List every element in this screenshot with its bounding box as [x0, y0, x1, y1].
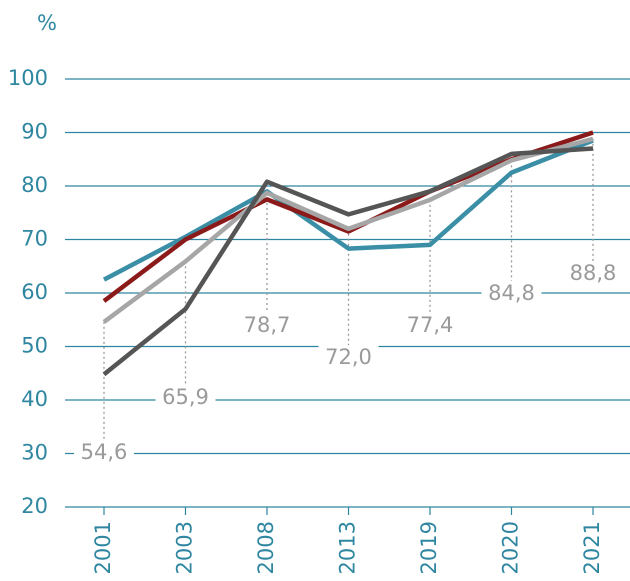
y-tick-label: 90 [21, 120, 48, 144]
y-tick-label: 40 [21, 387, 48, 411]
label-bg [481, 281, 542, 305]
label-bg [155, 385, 216, 409]
x-tick-label: 2013 [336, 521, 360, 574]
y-tick-label: 30 [21, 441, 48, 465]
y-tick-label: 50 [21, 334, 48, 358]
label-bg [400, 313, 460, 337]
label-bg [563, 261, 623, 285]
y-tick-label: 60 [21, 280, 48, 304]
y-tick-label: 80 [21, 173, 48, 197]
y-tick-label: 20 [21, 494, 48, 518]
label-bg [318, 345, 379, 369]
x-tick-label: 2008 [254, 521, 278, 574]
data-label: 54,6 [81, 440, 128, 464]
y-tick-label: 70 [21, 227, 48, 251]
line [102, 146, 594, 377]
x-tick-label: 2019 [417, 521, 441, 574]
y-axis-label: % [37, 11, 57, 35]
x-tick-label: 2021 [580, 521, 604, 574]
data-label: 78,7 [244, 313, 291, 337]
data-label: 72,0 [325, 345, 372, 369]
line [102, 138, 594, 282]
data-label: 77,4 [407, 313, 454, 337]
label-bg [74, 440, 134, 464]
line [102, 136, 594, 324]
y-tick-label: 100 [8, 66, 48, 90]
data-label: 84,8 [488, 281, 535, 305]
label-bg [237, 313, 297, 337]
data-label: 65,9 [162, 385, 209, 409]
x-tick-label: 2020 [499, 521, 523, 574]
data-label: 88,8 [570, 261, 617, 285]
x-tick-label: 2003 [173, 521, 197, 574]
x-tick-label: 2001 [91, 521, 115, 574]
